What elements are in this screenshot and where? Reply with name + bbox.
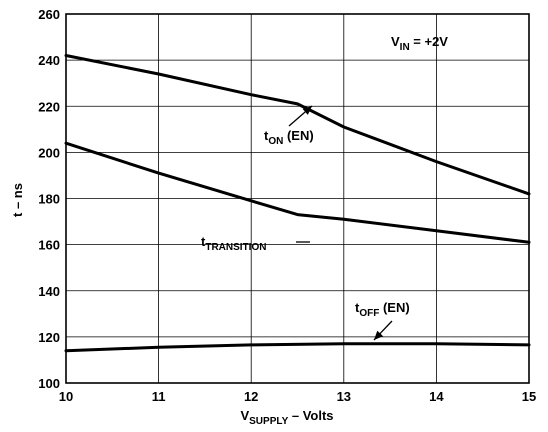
x-tick-label: 12 — [244, 389, 258, 404]
y-tick-label: 140 — [38, 284, 60, 299]
series-lines — [64, 54, 531, 353]
series-line-ton — [64, 54, 531, 196]
y-tick-label: 260 — [38, 7, 60, 22]
y-tick-label: 200 — [38, 145, 60, 160]
grid-lines — [66, 14, 529, 383]
y-tick-label: 120 — [38, 330, 60, 345]
y-tick-label: 180 — [38, 192, 60, 207]
x-tick-label: 13 — [337, 389, 351, 404]
series-line-toff — [64, 342, 531, 353]
series-label-ton: tON (EN) — [264, 128, 314, 147]
series-label-toff: tOFF (EN) — [355, 300, 410, 319]
series-line-ttransition — [64, 141, 531, 244]
y-tick-label: 220 — [38, 99, 60, 114]
x-tick-label: 15 — [522, 389, 536, 404]
y-tick-labels: 100 120 140 160 180 200 220 240 260 — [38, 7, 60, 391]
y-axis-title: t – ns — [10, 183, 25, 217]
label-arrows — [288, 105, 393, 341]
plot-frame — [65, 13, 530, 384]
y-tick-label: 100 — [38, 376, 60, 391]
x-tick-label: 11 — [152, 389, 166, 404]
series-label-ttransition: tTRANSITION — [201, 234, 266, 253]
arrow-ton-head — [302, 106, 312, 115]
y-tick-label: 240 — [38, 53, 60, 68]
x-axis-title: VSUPPLY – Volts — [240, 408, 333, 427]
x-tick-label: 14 — [429, 389, 444, 404]
condition-annotation: VIN = +2V — [391, 34, 448, 53]
y-tick-label: 160 — [38, 238, 60, 253]
x-tick-labels: 10 11 12 13 14 15 — [59, 389, 536, 404]
x-tick-label: 10 — [59, 389, 73, 404]
arrow-toff-head — [374, 330, 384, 340]
